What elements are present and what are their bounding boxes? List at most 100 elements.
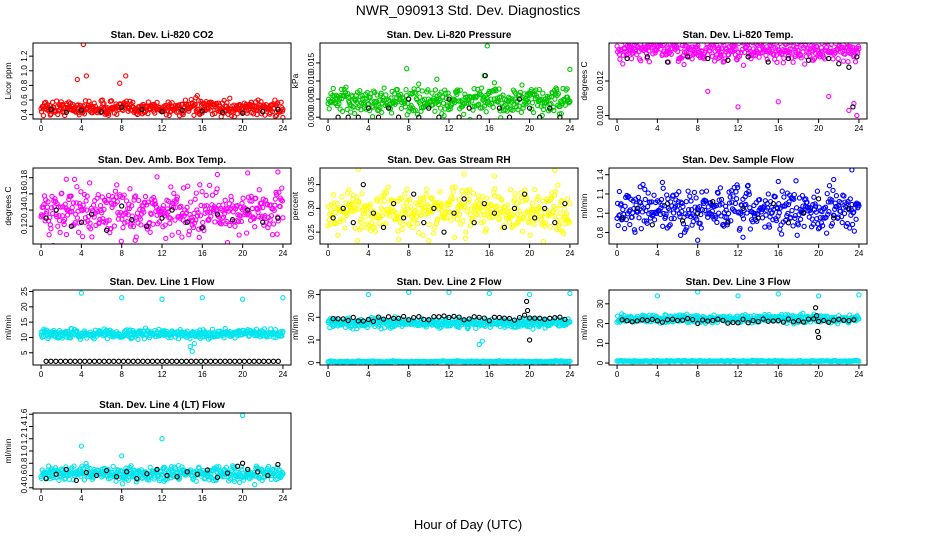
black-point xyxy=(86,358,93,364)
data-point xyxy=(252,224,258,230)
data-point xyxy=(734,182,740,188)
outlier-point xyxy=(280,295,286,301)
data-point xyxy=(720,43,726,46)
black-point xyxy=(471,314,477,320)
outlier-point xyxy=(854,112,860,119)
black-point xyxy=(695,320,701,327)
data-point xyxy=(108,225,114,232)
black-point xyxy=(765,318,771,324)
black-point xyxy=(82,358,88,364)
data-point xyxy=(97,202,104,209)
points-group xyxy=(38,290,286,364)
data-point xyxy=(235,218,242,225)
data-point xyxy=(443,215,450,221)
data-point xyxy=(567,98,573,105)
black-point xyxy=(275,215,281,221)
data-point xyxy=(81,206,87,213)
data-point xyxy=(344,212,350,219)
data-point xyxy=(128,463,134,469)
data-point xyxy=(174,194,180,200)
data-point xyxy=(633,202,639,208)
data-point xyxy=(159,471,165,477)
black-point xyxy=(524,307,531,314)
black-point xyxy=(482,72,488,79)
black-point xyxy=(375,314,382,320)
data-point xyxy=(402,209,409,216)
points-group xyxy=(38,413,286,488)
black-point xyxy=(491,314,498,320)
data-point xyxy=(130,223,137,230)
outlier-point xyxy=(735,104,741,110)
data-point xyxy=(691,189,698,196)
data-point xyxy=(847,225,853,231)
data-point xyxy=(481,211,488,218)
data-point xyxy=(70,200,77,206)
x-tick-label: 20 xyxy=(525,249,534,258)
data-point xyxy=(678,34,682,38)
data-point xyxy=(466,196,472,202)
data-point xyxy=(764,56,770,63)
outlier-point xyxy=(446,290,452,295)
x-tick-label: 20 xyxy=(238,124,247,133)
data-point xyxy=(204,209,210,215)
x-tick-label: 0 xyxy=(39,124,44,133)
y-axis-label: ml/min xyxy=(290,315,300,340)
data-point xyxy=(330,212,336,218)
data-point xyxy=(271,207,277,214)
outlier-point xyxy=(846,107,852,114)
black-point xyxy=(411,191,417,197)
outlier-point xyxy=(239,296,246,302)
data-point xyxy=(558,202,564,208)
black-point xyxy=(700,317,706,323)
data-point xyxy=(71,176,78,183)
black-point xyxy=(491,210,498,216)
y-tick-label: 0 xyxy=(596,360,605,365)
data-point xyxy=(443,90,449,96)
data-point xyxy=(830,56,836,62)
black-point xyxy=(431,314,437,320)
data-point xyxy=(236,232,242,238)
black-point xyxy=(679,218,686,224)
data-point xyxy=(343,209,350,216)
data-point xyxy=(787,46,793,52)
data-point xyxy=(326,106,332,112)
data-point xyxy=(616,188,623,195)
data-point xyxy=(776,201,782,207)
data-point xyxy=(698,225,704,231)
data-point xyxy=(794,232,800,238)
points-group xyxy=(614,168,862,243)
data-point xyxy=(258,99,264,105)
data-point xyxy=(362,214,368,220)
data-point xyxy=(687,193,693,199)
black-point xyxy=(217,358,223,364)
data-point xyxy=(646,59,653,65)
data-point xyxy=(57,229,63,236)
data-point xyxy=(382,189,388,195)
data-point xyxy=(490,104,496,110)
panel-title: Stan. Dev. Line 2 Flow xyxy=(397,277,502,288)
data-point xyxy=(617,43,620,44)
black-point xyxy=(740,205,746,212)
black-point xyxy=(385,314,392,320)
data-point xyxy=(75,102,81,108)
data-point xyxy=(849,221,856,228)
data-point xyxy=(770,43,776,47)
black-point xyxy=(380,316,387,322)
x-tick-label: 16 xyxy=(774,124,783,133)
data-point xyxy=(530,109,537,116)
data-point xyxy=(387,105,394,111)
data-point xyxy=(55,223,61,229)
black-point xyxy=(421,316,427,323)
data-point xyxy=(400,221,406,227)
data-point xyxy=(842,34,846,38)
black-point xyxy=(67,358,73,364)
x-tick-label: 4 xyxy=(79,124,84,133)
data-point xyxy=(463,229,469,235)
data-point xyxy=(745,182,751,189)
black-point xyxy=(96,358,102,364)
data-point xyxy=(165,198,172,204)
data-point xyxy=(527,232,533,238)
x-tick-label: 4 xyxy=(366,249,371,258)
x-tick-label: 20 xyxy=(814,249,823,258)
black-point xyxy=(260,109,266,115)
